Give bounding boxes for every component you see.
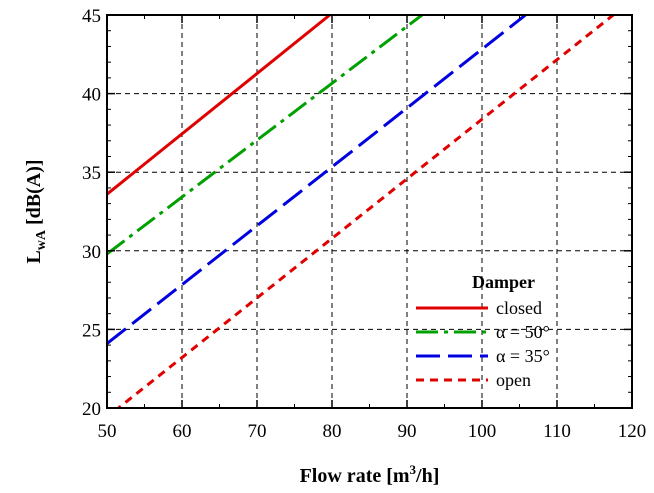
x-tick-label: 50 bbox=[98, 421, 117, 442]
y-tick-label: 25 bbox=[82, 320, 101, 341]
y-tick-label: 20 bbox=[82, 399, 101, 420]
x-tick-label: 90 bbox=[398, 421, 417, 442]
tick-labels: 50 60 70 80 90 100 110 120 20 25 30 35 40 45 bbox=[82, 6, 646, 442]
y-axis-title: LwA [dB(A)] bbox=[23, 159, 49, 263]
legend-title: Damper bbox=[472, 272, 535, 292]
y-tick-label: 30 bbox=[82, 242, 101, 263]
legend: Damper closed α = 50° α = 35° open bbox=[416, 272, 550, 390]
x-tick-label: 70 bbox=[248, 421, 267, 442]
legend-label-2: α = 50° bbox=[496, 322, 550, 342]
legend-label-4: open bbox=[496, 370, 531, 390]
legend-label-1: closed bbox=[496, 298, 542, 318]
y-tick-label: 40 bbox=[82, 85, 101, 106]
x-tick-label: 110 bbox=[543, 421, 571, 442]
x-tick-label: 60 bbox=[173, 421, 192, 442]
axis-ticks bbox=[107, 15, 632, 408]
series-line-1 bbox=[107, 15, 330, 194]
legend-label-3: α = 35° bbox=[496, 346, 550, 366]
y-tick-label: 45 bbox=[82, 6, 101, 27]
x-tick-label: 80 bbox=[323, 421, 342, 442]
plot-frame bbox=[107, 15, 632, 408]
series-line-3 bbox=[107, 15, 526, 344]
y-tick-label: 35 bbox=[82, 163, 101, 184]
grid bbox=[107, 15, 632, 408]
x-axis-title: Flow rate [m3/h] bbox=[300, 462, 440, 487]
x-tick-label: 120 bbox=[618, 421, 647, 442]
x-tick-label: 100 bbox=[468, 421, 497, 442]
